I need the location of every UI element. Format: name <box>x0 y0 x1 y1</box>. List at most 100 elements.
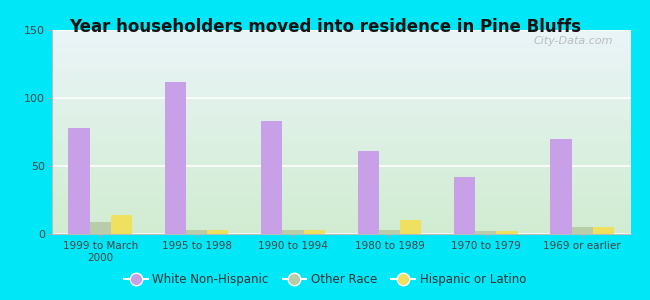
Bar <box>454 177 475 234</box>
Bar <box>52 147 630 148</box>
Bar <box>52 202 630 203</box>
Bar <box>283 230 304 234</box>
Bar <box>52 33 630 34</box>
Bar <box>52 226 630 227</box>
Bar <box>52 112 630 114</box>
Bar <box>52 43 630 44</box>
Bar <box>52 157 630 158</box>
Bar <box>52 131 630 132</box>
Bar <box>52 110 630 111</box>
Bar <box>52 143 630 144</box>
Bar <box>52 212 630 213</box>
Bar <box>52 139 630 140</box>
Bar <box>52 66 630 67</box>
Bar <box>52 195 630 196</box>
Bar <box>52 141 630 142</box>
Bar <box>165 82 186 234</box>
Bar <box>52 213 630 214</box>
Bar <box>52 46 630 47</box>
Bar <box>52 114 630 115</box>
Bar <box>52 69 630 70</box>
Bar <box>52 60 630 61</box>
Bar <box>497 231 517 234</box>
Text: City-Data.com: City-Data.com <box>534 36 613 46</box>
Bar <box>52 52 630 53</box>
Bar <box>52 197 630 198</box>
Bar <box>52 193 630 194</box>
Bar <box>52 219 630 220</box>
Bar <box>52 92 630 93</box>
Bar <box>52 115 630 116</box>
Bar <box>52 149 630 150</box>
Bar <box>52 86 630 87</box>
Bar <box>52 188 630 189</box>
Bar <box>52 229 630 230</box>
Bar <box>52 181 630 182</box>
Bar <box>52 176 630 177</box>
Bar <box>52 225 630 226</box>
Bar <box>52 129 630 130</box>
Bar <box>52 134 630 135</box>
Bar <box>52 200 630 201</box>
Bar <box>186 230 207 234</box>
Bar <box>52 82 630 83</box>
Bar <box>52 155 630 157</box>
Bar <box>52 126 630 127</box>
Bar <box>52 67 630 68</box>
Bar <box>52 182 630 183</box>
Bar <box>52 99 630 101</box>
Bar <box>52 140 630 141</box>
Bar <box>52 190 630 191</box>
Bar <box>52 97 630 98</box>
Bar <box>52 208 630 209</box>
Bar <box>52 227 630 228</box>
Bar <box>52 222 630 223</box>
Bar <box>52 144 630 145</box>
Bar <box>52 175 630 176</box>
Bar <box>52 133 630 134</box>
Bar <box>52 203 630 204</box>
Bar <box>52 41 630 42</box>
Bar <box>52 179 630 180</box>
Bar <box>52 231 630 232</box>
Bar <box>52 76 630 77</box>
Bar <box>52 121 630 122</box>
Bar <box>52 48 630 50</box>
Bar <box>304 230 325 234</box>
Bar <box>52 206 630 208</box>
Bar <box>52 120 630 121</box>
Bar <box>52 142 630 143</box>
Bar <box>52 119 630 120</box>
Bar <box>52 68 630 69</box>
Bar <box>52 125 630 126</box>
Bar <box>52 53 630 55</box>
Bar <box>52 163 630 164</box>
Bar <box>52 218 630 219</box>
Bar <box>551 139 572 234</box>
Bar <box>52 74 630 75</box>
Bar <box>52 185 630 186</box>
Bar <box>52 39 630 40</box>
Bar <box>52 90 630 91</box>
Bar <box>52 55 630 56</box>
Bar <box>52 107 630 109</box>
Bar <box>52 70 630 71</box>
Bar <box>52 91 630 92</box>
Bar <box>52 165 630 166</box>
Bar <box>52 223 630 224</box>
Bar <box>52 209 630 211</box>
Bar <box>52 87 630 88</box>
Bar <box>572 227 593 234</box>
Bar <box>52 77 630 78</box>
Bar <box>52 58 630 60</box>
Bar <box>52 73 630 74</box>
Bar <box>358 151 379 234</box>
Bar <box>52 137 630 138</box>
Bar <box>52 183 630 184</box>
Bar <box>52 71 630 72</box>
Bar <box>261 121 283 234</box>
Bar <box>593 227 614 234</box>
Bar <box>52 34 630 35</box>
Bar <box>52 35 630 36</box>
Bar <box>52 160 630 161</box>
